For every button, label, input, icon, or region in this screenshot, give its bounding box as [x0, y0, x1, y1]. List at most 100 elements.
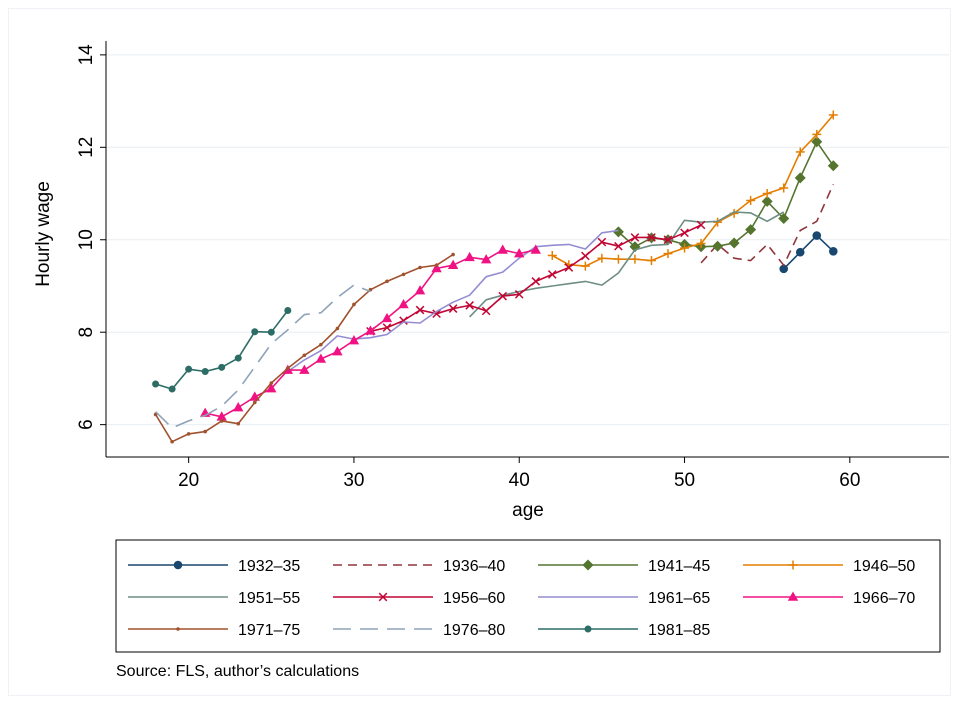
point — [185, 365, 193, 373]
legend-label: 1981–85 — [648, 622, 710, 639]
y-axis-label: Hourly wage — [33, 181, 54, 287]
point — [251, 328, 259, 336]
legend: 1932–35 1936–40 1941–45 1946–50 1951–55 1956–… — [115, 539, 941, 653]
point — [811, 136, 823, 148]
point — [794, 172, 806, 184]
series-line — [551, 114, 834, 267]
point — [236, 421, 241, 426]
point — [415, 305, 425, 315]
point — [480, 254, 492, 264]
legend-label: 1961–65 — [648, 590, 710, 607]
series-3 — [547, 110, 838, 271]
legend-item-6: 1961–65 — [538, 590, 710, 607]
point — [812, 231, 822, 240]
point — [464, 251, 475, 262]
point — [481, 306, 491, 316]
point — [530, 244, 541, 254]
point — [335, 326, 340, 331]
point — [269, 381, 274, 385]
point — [696, 220, 706, 230]
point — [173, 560, 183, 570]
grid-lines — [106, 54, 949, 426]
point — [152, 380, 160, 388]
point — [219, 419, 224, 423]
source-note: Source: FLS, author’s calculations — [116, 663, 359, 680]
point — [451, 252, 455, 257]
point — [498, 291, 508, 301]
point — [447, 259, 459, 269]
series-9 — [155, 284, 371, 429]
series-8 — [153, 252, 455, 444]
point — [168, 385, 176, 393]
series-5 — [366, 220, 706, 336]
point — [828, 110, 838, 120]
point — [827, 160, 839, 172]
point — [315, 353, 327, 363]
point — [381, 312, 393, 323]
point — [584, 625, 592, 633]
point — [170, 439, 174, 444]
point — [448, 304, 458, 313]
point — [414, 285, 426, 295]
legend-item-1: 1936–40 — [333, 558, 505, 575]
point — [299, 364, 310, 374]
legend-label: 1976–80 — [443, 622, 505, 639]
point — [795, 247, 805, 257]
point — [762, 189, 772, 199]
legend-item-7: 1966–70 — [743, 590, 915, 607]
point — [186, 432, 191, 436]
point — [630, 233, 640, 242]
legend-item-9: 1976–80 — [333, 622, 505, 639]
legend-item-3: 1946–50 — [743, 558, 915, 575]
point — [216, 411, 227, 421]
x-axis-label: age — [512, 500, 544, 521]
legend-label: 1946–50 — [853, 558, 915, 575]
axes: Hourly wage age 6 8 10 12 14 20 30 40 50 60 — [33, 41, 949, 521]
point — [401, 272, 406, 277]
point — [612, 226, 624, 238]
point — [252, 400, 257, 405]
point — [761, 195, 773, 207]
legend-label: 1966–70 — [853, 590, 915, 607]
point — [266, 383, 277, 393]
legend-label: 1971–75 — [238, 622, 300, 639]
point — [728, 237, 740, 249]
point — [613, 254, 623, 264]
point — [302, 353, 307, 358]
point — [647, 233, 656, 242]
point — [332, 346, 343, 356]
point — [201, 367, 209, 375]
point — [580, 261, 590, 271]
legend-label: 1951–55 — [238, 590, 300, 607]
point — [663, 249, 673, 259]
point — [203, 429, 207, 434]
y-tick-label: 6 — [76, 419, 97, 430]
point — [434, 263, 439, 267]
point — [514, 289, 524, 299]
point — [176, 627, 180, 631]
point — [787, 591, 799, 601]
point — [352, 302, 356, 307]
point — [497, 244, 508, 254]
x-tick-label: 30 — [343, 470, 364, 491]
point — [795, 147, 805, 157]
point — [788, 560, 798, 570]
point — [680, 228, 689, 238]
point — [218, 363, 226, 371]
legend-label: 1956–60 — [443, 590, 505, 607]
point — [284, 306, 292, 314]
point — [828, 247, 838, 256]
point — [597, 253, 607, 263]
point — [234, 354, 242, 362]
legend-item-8: 1971–75 — [128, 622, 300, 639]
series-0 — [779, 231, 838, 274]
point — [696, 238, 706, 248]
point — [745, 224, 757, 236]
point — [233, 402, 244, 412]
y-tick-label: 12 — [76, 137, 97, 158]
point — [431, 262, 442, 273]
legend-item-0: 1932–35 — [128, 558, 300, 575]
point — [365, 325, 376, 335]
point — [746, 195, 756, 205]
point — [778, 212, 790, 224]
